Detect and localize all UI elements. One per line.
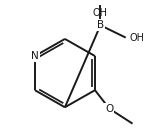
Text: N: N [31,51,39,61]
Text: OH: OH [93,8,108,18]
Text: B: B [97,20,104,30]
Text: OH: OH [129,33,144,43]
Text: O: O [105,104,113,114]
